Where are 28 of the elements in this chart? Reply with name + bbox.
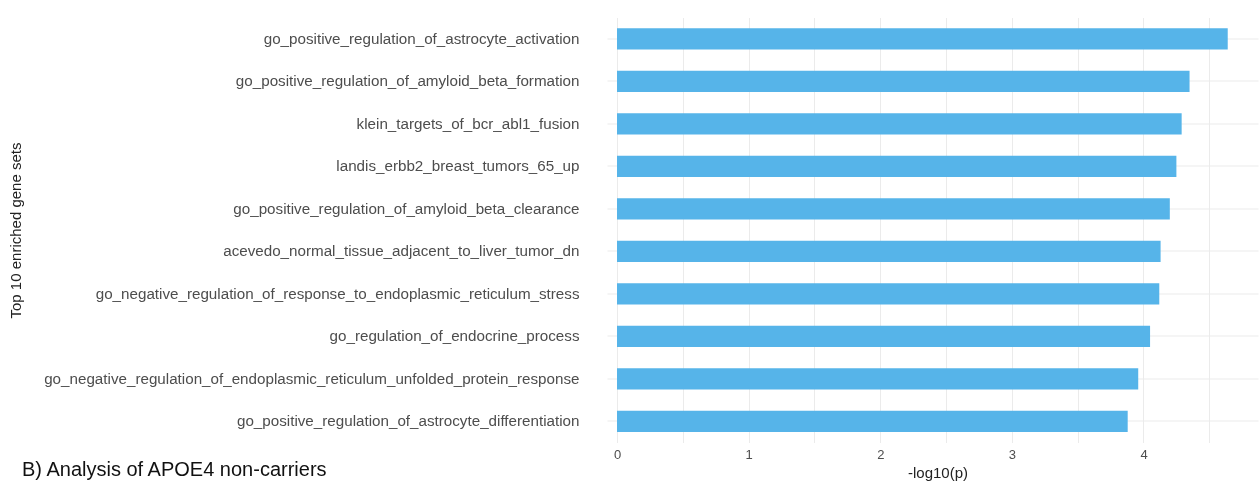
bar (617, 240, 1161, 262)
y-tick-label: landis_erbb2_breast_tumors_65_up (336, 157, 580, 175)
bar (617, 70, 1190, 92)
x-tick-label: 2 (877, 447, 885, 462)
bar (617, 283, 1160, 305)
bar (617, 113, 1182, 135)
y-tick-label: go_positive_regulation_of_astrocyte_differentiation (236, 412, 580, 430)
x-axis-title: -log10(p) (907, 464, 969, 481)
y-tick-label: go_regulation_of_endocrine_process (329, 327, 580, 345)
x-tick-label: 4 (1140, 447, 1148, 462)
bar (617, 28, 1228, 50)
bar (617, 368, 1139, 390)
y-tick-label: klein_targets_of_bcr_abl1_fusion (356, 114, 580, 132)
y-tick-label: go_positive_regulation_of_astrocyte_activation (263, 29, 580, 47)
text: B) Analysis of APOE4 non-carriers (22, 458, 327, 480)
y-tick-label: go_positive_regulation_of_amyloid_beta_clearance (233, 199, 580, 217)
y-axis-title: Top 10 enriched gene sets (6, 142, 24, 319)
y-tick-label: acevedo_normal_tissue_adjacent_to_liver_tumor_dn (223, 242, 580, 260)
x-tick-label: 0 (613, 447, 622, 462)
x-tick-label: 3 (1008, 447, 1016, 462)
bar (617, 155, 1177, 177)
bar (617, 198, 1170, 220)
y-tick-label: go_negative_regulation_of_endoplasmic_reticulum_unfolded_protein_response (44, 369, 580, 387)
x-tick-label: 1 (745, 447, 753, 462)
y-tick-label: go_positive_regulation_of_amyloid_beta_formation (235, 72, 580, 90)
y-tick-label: go_negative_regulation_of_response_to_endoplasmic_reticulum_stress (95, 284, 580, 302)
bar (617, 410, 1128, 432)
bar (617, 325, 1151, 347)
